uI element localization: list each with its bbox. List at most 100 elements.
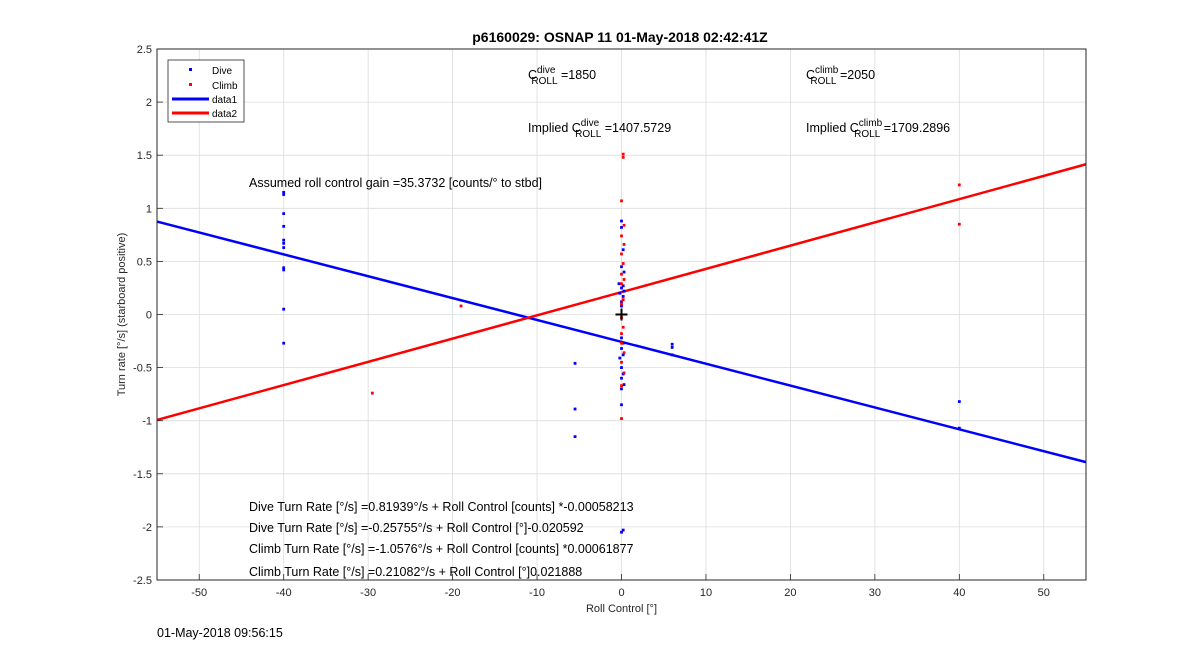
x-tick-label: 0: [618, 587, 624, 599]
chart-title: p6160029: OSNAP 11 01-May-2018 02:42:41Z: [472, 29, 768, 45]
data-point-climb: [622, 243, 626, 246]
x-axis-label: Roll Control [°]: [586, 603, 657, 615]
data-point-dive: [282, 224, 286, 228]
data-point-dive: [282, 341, 286, 345]
y-tick-label: -2: [142, 522, 152, 534]
y-tick-label: 2.5: [137, 44, 152, 56]
x-tick-label: -40: [276, 587, 292, 599]
fit-equation-4: Climb Turn Rate [°/s] =0.21082°/s + Roll…: [249, 565, 582, 579]
x-tick-label: 40: [953, 587, 965, 599]
data-point-climb: [622, 351, 626, 355]
legend-climb-label: Climb: [212, 81, 238, 92]
fit-equation-3: Climb Turn Rate [°/s] =-1.0576°/s + Roll…: [249, 542, 634, 556]
data-point-dive: [282, 241, 286, 245]
data-point-climb: [957, 222, 961, 226]
y-axis-label: Turn rate [°/s] (starboard positive): [116, 233, 128, 397]
data-point-dive: [282, 193, 286, 196]
data-point-dive: [618, 291, 622, 295]
y-tick-label: 1: [146, 203, 152, 215]
y-tick-label: 1.5: [137, 150, 152, 162]
data-point-dive: [620, 366, 623, 369]
legend-data2-label: data2: [212, 109, 237, 120]
data-point-dive: [282, 268, 286, 272]
data-point-climb: [620, 302, 623, 306]
data-point-dive: [621, 528, 625, 532]
data-point-climb: [622, 278, 626, 281]
data-point-dive: [618, 356, 622, 360]
data-point-climb: [620, 282, 623, 286]
data-point-dive: [621, 284, 625, 288]
legend-item-dive: Dive: [189, 66, 232, 77]
data-point-dive: [620, 304, 623, 308]
data-point-climb: [622, 371, 626, 375]
y-tick-label: -2.5: [133, 575, 152, 587]
data-point-dive: [617, 282, 621, 286]
annotation-gain: Assumed roll control gain =35.3732 [coun…: [249, 176, 542, 190]
data-point-climb: [621, 298, 625, 302]
data-point-climb: [621, 155, 625, 159]
legend-item-climb: Climb: [189, 81, 238, 92]
y-tick-label: -0.5: [133, 363, 152, 375]
y-axis-ticks: -2.5 -2 -1.5 -1 -0.5 0 0.5 1 1.5 2 2.5: [133, 44, 163, 587]
data-point-dive: [282, 307, 286, 311]
data-point-dive: [621, 295, 625, 298]
annotation-c-dive: Cdive ROLL =1850: [528, 65, 596, 87]
legend-dive-label: Dive: [212, 66, 232, 77]
legend: Dive Climb data1 data2: [167, 59, 245, 123]
x-tick-label: 10: [700, 587, 712, 599]
data-point-dive: [621, 248, 625, 252]
annotation-implied-dive: Implied Cdive ROLL =1407.5729: [528, 118, 671, 140]
annotation-implied-climb: Implied Cclimb ROLL =1709.2896: [806, 118, 950, 140]
y-tick-label: 0.5: [137, 256, 152, 268]
data-point-dive: [620, 219, 623, 223]
data-point-dive: [573, 435, 577, 439]
data-point-dive: [282, 266, 286, 270]
data-point-dive: [573, 361, 577, 365]
data-point-climb: [370, 391, 374, 395]
data-point-climb: [620, 384, 623, 388]
data-point-climb: [620, 252, 623, 256]
fit-equation-1: Dive Turn Rate [°/s] =0.81939°/s + Roll …: [249, 500, 634, 514]
data-point-dive: [957, 426, 961, 430]
data-point-climb: [620, 360, 623, 364]
origin-marker: [615, 308, 628, 321]
data-point-climb: [957, 183, 961, 187]
data-point-dive: [282, 190, 286, 194]
data-point-dive: [573, 407, 577, 411]
data-point-dive: [282, 212, 286, 216]
legend-data1-label: data1: [212, 95, 237, 106]
x-tick-label: 30: [869, 587, 881, 599]
data-point-dive: [282, 238, 286, 242]
data-point-climb: [620, 341, 623, 345]
data-point-dive: [670, 346, 674, 349]
fit-equation-2: Dive Turn Rate [°/s] =-0.25755°/s + Roll…: [249, 521, 584, 535]
annotation-c-climb: Cclimb ROLL =2050: [806, 65, 875, 87]
data-point-dive: [670, 353, 674, 357]
data-point-climb: [620, 234, 623, 238]
data-point-dive: [620, 286, 623, 290]
data-point-climb: [621, 262, 625, 265]
x-tick-label: -50: [191, 587, 207, 599]
legend-climb-marker: [189, 83, 192, 86]
y-tick-label: -1: [142, 416, 152, 428]
data-points: [282, 152, 961, 534]
y-tick-label: -1.5: [133, 469, 152, 481]
data-point-dive: [620, 226, 623, 229]
data-point-climb: [622, 223, 626, 227]
data-point-climb: [620, 332, 623, 336]
x-tick-label: -30: [360, 587, 376, 599]
x-axis-ticks: -50 -40 -30 -20 -10 0 10 20 30 40 50: [191, 574, 1050, 599]
x-tick-label: 50: [1038, 587, 1050, 599]
data-point-dive: [622, 383, 626, 386]
data-point-dive: [621, 353, 625, 357]
data-point-dive: [622, 289, 626, 293]
data-point-dive: [620, 387, 623, 391]
data-point-climb: [620, 417, 623, 420]
data-point-dive: [621, 341, 625, 345]
data-point-dive: [957, 400, 961, 403]
plot-area: [156, 48, 1087, 581]
data-point-dive: [620, 403, 623, 407]
data-point-climb: [621, 152, 625, 156]
data-point-dive: [620, 347, 623, 350]
